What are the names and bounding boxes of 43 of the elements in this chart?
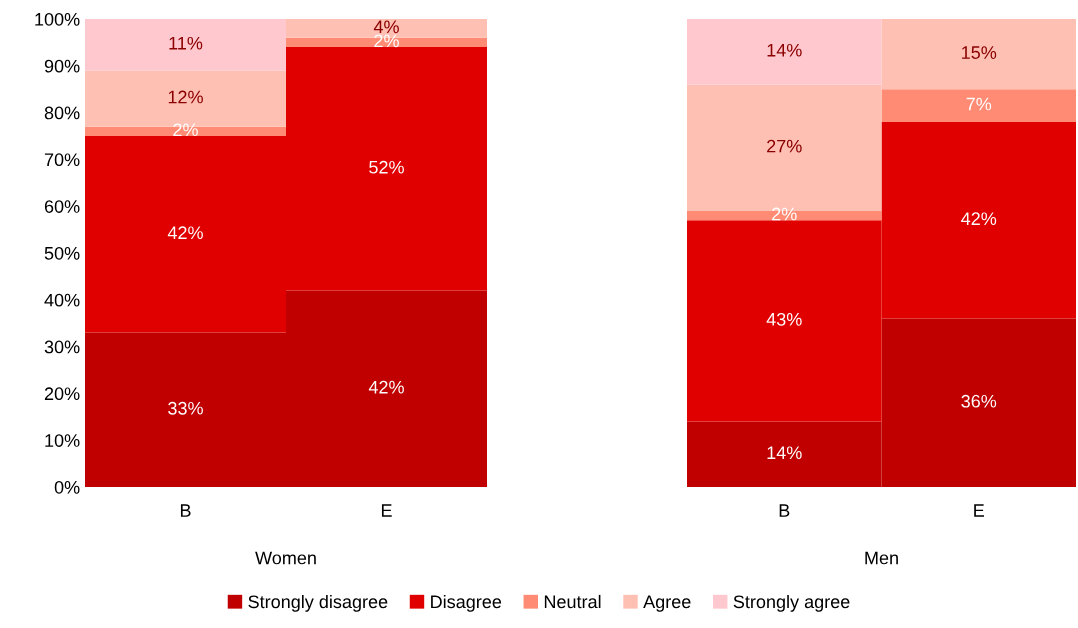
y-tick-label: 60% (44, 200, 80, 213)
x-axis-title: Men (865, 551, 898, 565)
y-tick-label: 70% (44, 153, 80, 167)
data-label: 2% (772, 207, 797, 221)
data-label: 36% (961, 394, 997, 408)
x-axis-title: Women (255, 551, 316, 565)
y-tick-label: 90% (44, 59, 80, 73)
data-label: 43% (766, 312, 802, 326)
legend-label: Neutral (544, 594, 601, 609)
legend-label: Agree (643, 595, 691, 612)
data-label: 12% (168, 90, 203, 104)
data-label: 15% (962, 46, 997, 59)
y-tick-label: 0% (54, 480, 80, 494)
bar (687, 19, 882, 85)
data-label: 4% (373, 20, 399, 34)
bar (85, 19, 286, 71)
x-tick-label: B (180, 504, 191, 517)
x-tick-label: E (381, 504, 392, 517)
data-label: 27% (767, 139, 802, 153)
data-label: 2% (173, 123, 198, 137)
x-tick-label: B (779, 504, 790, 517)
data-label: 11% (169, 36, 203, 50)
data-label: 52% (369, 160, 404, 174)
data-label: 14% (767, 446, 802, 460)
legend-label: Disagree (431, 594, 502, 612)
data-label: 33% (168, 401, 203, 415)
data-label: 42% (961, 212, 997, 226)
data-label: 2% (374, 34, 399, 48)
y-tick-label: 50% (44, 246, 80, 260)
data-label: 42% (167, 226, 203, 240)
y-tick-label: 100% (35, 12, 80, 26)
y-tick-label: 40% (44, 293, 80, 307)
legend-label: Strongly agree (733, 594, 850, 612)
y-tick-label: 10% (45, 434, 80, 447)
data-label: 7% (966, 97, 992, 111)
y-tick-label: 80% (44, 106, 80, 120)
data-label: 14% (767, 43, 802, 57)
bar (881, 89, 1076, 122)
y-tick-label: 30% (44, 340, 80, 354)
x-tick-label: E (974, 504, 984, 517)
data-label: 42% (368, 380, 404, 394)
y-tick-label: 20% (44, 387, 80, 401)
legend-label: Strongly disagree (248, 594, 388, 612)
